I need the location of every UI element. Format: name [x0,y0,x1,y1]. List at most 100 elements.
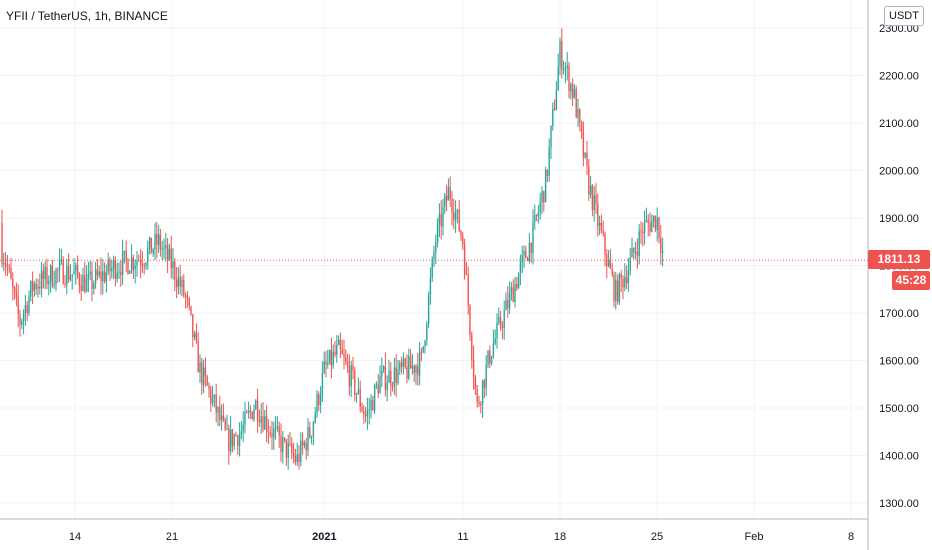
candle-body [148,237,151,249]
candle-body [427,295,430,325]
candle-body [89,271,91,275]
x-tick-label: 2021 [312,531,336,543]
candle-body [510,287,513,294]
candle-body [15,292,18,298]
candle-body [600,222,603,232]
candle-body [399,362,401,371]
candle-body [10,268,12,279]
candle-body [26,305,28,314]
currency-unit-button[interactable]: USDT [884,6,924,26]
candle-body [66,265,68,285]
candle-body [328,349,331,364]
candle-body [13,287,16,293]
candle-body [327,363,329,365]
candle-body [449,187,451,199]
candle-body [582,132,585,157]
candle-body [453,212,455,220]
candle-body [593,195,595,211]
candle-body [337,339,340,345]
x-tick-label: 25 [651,531,663,543]
candle-body [469,305,471,336]
candle-body [129,271,131,274]
candle-body [307,427,309,451]
candle-body [175,279,178,287]
candle-body [534,215,536,222]
candle-body [616,280,619,302]
candle-body [372,399,374,411]
candle-body [541,191,543,203]
candle-body [136,260,138,266]
candle-body [598,222,601,226]
candle-body [490,356,493,364]
candle-body [287,443,289,458]
candle-body [530,242,532,253]
candle-body [33,283,36,291]
candle-body [462,236,464,245]
candle-body [19,314,21,325]
candle-body [417,365,419,376]
candle-body [368,409,370,411]
candle-body [611,268,613,275]
candle-body [613,274,615,301]
candle-body [375,384,378,386]
candle-body [35,283,37,289]
candle-body [334,352,336,355]
candle-body [84,274,86,292]
candle-body [6,264,9,268]
last-price-label: 1811.13 [868,250,930,270]
candle-body [114,260,117,279]
candle-body [651,220,653,232]
candle-body [480,404,482,406]
candle-body [481,380,484,405]
candle-body [76,265,79,276]
candle-body [584,152,586,157]
candle-body [289,443,291,445]
candle-body [240,431,243,434]
candle-body [238,433,241,447]
candle-body [121,252,124,276]
candle-body [395,367,397,383]
candle-body [577,109,579,118]
candle-body [359,389,361,407]
candle-body [274,427,277,429]
candle-body [202,367,205,385]
candle-body [199,362,201,373]
candle-body [163,247,165,249]
candle-body [229,429,232,452]
candle-body [78,275,81,286]
candle-body [75,265,77,272]
candle-body [564,67,567,70]
candle-body [415,365,417,373]
candle-body [249,410,252,412]
candle-body [597,203,599,226]
candle-body [451,198,453,213]
candle-body [264,416,266,430]
candle-body [31,281,34,291]
candle-body [53,284,55,286]
y-tick-label: 1400.00 [879,451,919,463]
candle-body [456,209,459,213]
candle-body [138,260,140,262]
candle-body [373,385,376,411]
candle-body [141,264,144,266]
candle-body [262,416,264,430]
candle-body [246,412,248,414]
candle-body [242,424,244,432]
candle-body [471,335,473,360]
y-tick-label: 2100.00 [879,118,919,130]
y-tick-label: 1700.00 [879,308,919,320]
candle-body [210,389,212,404]
candle-body [170,248,172,269]
candle-body [379,376,381,394]
candle-body [503,310,505,329]
candle-body [557,66,559,91]
candle-body [400,362,403,367]
candle-body [390,370,392,386]
candle-body [224,419,226,430]
candle-body [51,265,54,286]
candle-body [492,343,495,357]
candle-body [67,265,70,280]
candle-body [190,306,192,315]
candle-body [204,367,207,377]
